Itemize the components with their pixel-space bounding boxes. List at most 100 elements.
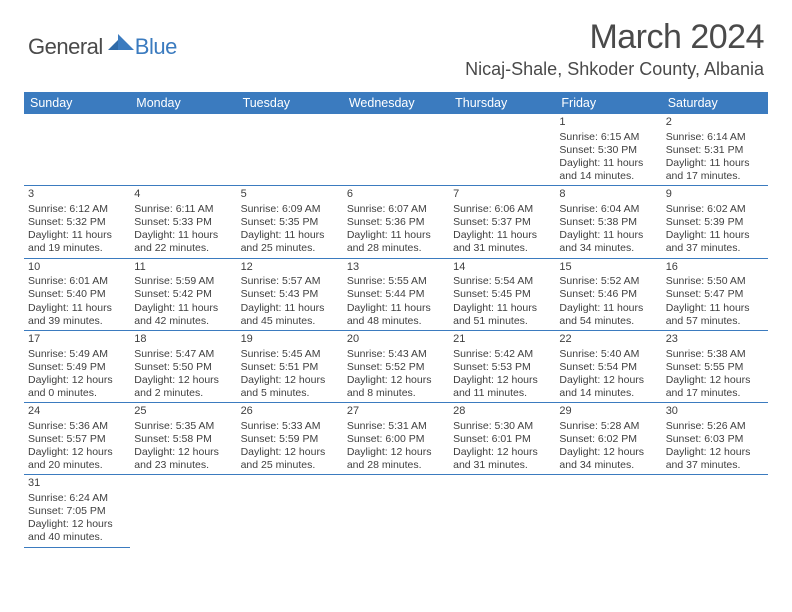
- day-info-line: Sunrise: 5:35 AM: [134, 420, 232, 433]
- day-number: 3: [28, 188, 126, 202]
- calendar-cell: 30Sunrise: 5:26 AMSunset: 6:03 PMDayligh…: [662, 403, 768, 475]
- calendar-cell: 15Sunrise: 5:52 AMSunset: 5:46 PMDayligh…: [555, 258, 661, 330]
- calendar-cell: 13Sunrise: 5:55 AMSunset: 5:44 PMDayligh…: [343, 258, 449, 330]
- day-info-line: Daylight: 11 hours: [666, 157, 764, 170]
- day-number: 13: [347, 261, 445, 275]
- day-info-line: Daylight: 12 hours: [347, 446, 445, 459]
- day-info-line: Sunrise: 5:40 AM: [559, 348, 657, 361]
- day-number: 28: [453, 405, 551, 419]
- day-info-line: and 25 minutes.: [241, 242, 339, 255]
- calendar-cell: 28Sunrise: 5:30 AMSunset: 6:01 PMDayligh…: [449, 403, 555, 475]
- month-title: March 2024: [465, 18, 764, 57]
- day-info-line: Daylight: 11 hours: [453, 302, 551, 315]
- calendar-cell: 7Sunrise: 6:06 AMSunset: 5:37 PMDaylight…: [449, 186, 555, 258]
- day-info-line: Sunrise: 6:07 AM: [347, 203, 445, 216]
- day-info-line: and 31 minutes.: [453, 242, 551, 255]
- day-info-line: Sunrise: 6:11 AM: [134, 203, 232, 216]
- day-info-line: Sunrise: 6:15 AM: [559, 131, 657, 144]
- day-info-line: Sunset: 5:49 PM: [28, 361, 126, 374]
- day-number: 12: [241, 261, 339, 275]
- day-info-line: Sunset: 6:03 PM: [666, 433, 764, 446]
- day-info-line: Sunset: 5:59 PM: [241, 433, 339, 446]
- day-info-line: Sunset: 5:38 PM: [559, 216, 657, 229]
- day-number: 10: [28, 261, 126, 275]
- day-info-line: Sunrise: 5:45 AM: [241, 348, 339, 361]
- day-info-line: Daylight: 12 hours: [666, 446, 764, 459]
- day-info-line: Sunset: 5:33 PM: [134, 216, 232, 229]
- calendar-cell: [343, 114, 449, 186]
- day-info-line: Sunrise: 5:47 AM: [134, 348, 232, 361]
- calendar-cell: 27Sunrise: 5:31 AMSunset: 6:00 PMDayligh…: [343, 403, 449, 475]
- day-header-row: Sunday Monday Tuesday Wednesday Thursday…: [24, 92, 768, 114]
- day-info-line: Daylight: 11 hours: [347, 229, 445, 242]
- calendar-cell: 11Sunrise: 5:59 AMSunset: 5:42 PMDayligh…: [130, 258, 236, 330]
- day-info-line: and 14 minutes.: [559, 170, 657, 183]
- day-info-line: Sunset: 5:31 PM: [666, 144, 764, 157]
- day-info-line: Sunrise: 5:57 AM: [241, 275, 339, 288]
- day-info-line: and 54 minutes.: [559, 315, 657, 328]
- calendar-cell: 24Sunrise: 5:36 AMSunset: 5:57 PMDayligh…: [24, 403, 130, 475]
- day-number: 7: [453, 188, 551, 202]
- day-info-line: Sunrise: 6:12 AM: [28, 203, 126, 216]
- calendar-cell: 29Sunrise: 5:28 AMSunset: 6:02 PMDayligh…: [555, 403, 661, 475]
- day-info-line: Sunset: 5:54 PM: [559, 361, 657, 374]
- day-info-line: Daylight: 11 hours: [134, 229, 232, 242]
- day-info-line: Daylight: 12 hours: [453, 446, 551, 459]
- day-number: 27: [347, 405, 445, 419]
- day-info-line: and 8 minutes.: [347, 387, 445, 400]
- day-info-line: Sunset: 5:30 PM: [559, 144, 657, 157]
- day-info-line: Sunset: 5:46 PM: [559, 288, 657, 301]
- day-number: 30: [666, 405, 764, 419]
- day-number: 20: [347, 333, 445, 347]
- day-info-line: Daylight: 11 hours: [666, 302, 764, 315]
- day-number: 4: [134, 188, 232, 202]
- calendar-cell: [555, 475, 661, 547]
- day-info-line: Sunrise: 6:06 AM: [453, 203, 551, 216]
- day-info-line: and 11 minutes.: [453, 387, 551, 400]
- calendar-cell: 21Sunrise: 5:42 AMSunset: 5:53 PMDayligh…: [449, 330, 555, 402]
- day-info-line: and 31 minutes.: [453, 459, 551, 472]
- calendar-cell: [662, 475, 768, 547]
- calendar-cell: 22Sunrise: 5:40 AMSunset: 5:54 PMDayligh…: [555, 330, 661, 402]
- day-info-line: and 5 minutes.: [241, 387, 339, 400]
- day-number: 29: [559, 405, 657, 419]
- day-info-line: Daylight: 12 hours: [347, 374, 445, 387]
- day-header: Friday: [555, 92, 661, 114]
- day-info-line: and 37 minutes.: [666, 242, 764, 255]
- calendar-cell: 6Sunrise: 6:07 AMSunset: 5:36 PMDaylight…: [343, 186, 449, 258]
- day-info-line: Sunset: 5:57 PM: [28, 433, 126, 446]
- calendar-cell: [237, 114, 343, 186]
- calendar-cell: 17Sunrise: 5:49 AMSunset: 5:49 PMDayligh…: [24, 330, 130, 402]
- day-info-line: Sunrise: 5:36 AM: [28, 420, 126, 433]
- calendar-row: 31Sunrise: 6:24 AMSunset: 7:05 PMDayligh…: [24, 475, 768, 547]
- day-header: Saturday: [662, 92, 768, 114]
- day-info-line: and 51 minutes.: [453, 315, 551, 328]
- calendar-cell: [237, 475, 343, 547]
- calendar-cell: 14Sunrise: 5:54 AMSunset: 5:45 PMDayligh…: [449, 258, 555, 330]
- day-info-line: Sunset: 5:45 PM: [453, 288, 551, 301]
- page-header: General Blue March 2024 Nicaj-Shale, Shk…: [0, 0, 792, 84]
- day-info-line: Daylight: 11 hours: [347, 302, 445, 315]
- day-info-line: and 57 minutes.: [666, 315, 764, 328]
- day-info-line: and 14 minutes.: [559, 387, 657, 400]
- day-header: Monday: [130, 92, 236, 114]
- day-info-line: Daylight: 12 hours: [559, 374, 657, 387]
- calendar-cell: 18Sunrise: 5:47 AMSunset: 5:50 PMDayligh…: [130, 330, 236, 402]
- day-info-line: Sunset: 6:00 PM: [347, 433, 445, 446]
- calendar-cell: 5Sunrise: 6:09 AMSunset: 5:35 PMDaylight…: [237, 186, 343, 258]
- day-info-line: and 34 minutes.: [559, 459, 657, 472]
- day-info-line: Daylight: 12 hours: [28, 518, 126, 531]
- day-number: 25: [134, 405, 232, 419]
- day-header: Tuesday: [237, 92, 343, 114]
- calendar-cell: 25Sunrise: 5:35 AMSunset: 5:58 PMDayligh…: [130, 403, 236, 475]
- calendar-cell: [449, 114, 555, 186]
- day-info-line: Sunset: 5:53 PM: [453, 361, 551, 374]
- day-header: Thursday: [449, 92, 555, 114]
- day-number: 15: [559, 261, 657, 275]
- logo-triangle-icon: [108, 32, 136, 55]
- calendar-cell: 2Sunrise: 6:14 AMSunset: 5:31 PMDaylight…: [662, 114, 768, 186]
- calendar-row: 24Sunrise: 5:36 AMSunset: 5:57 PMDayligh…: [24, 403, 768, 475]
- day-number: 23: [666, 333, 764, 347]
- day-info-line: Sunrise: 5:28 AM: [559, 420, 657, 433]
- calendar-cell: 3Sunrise: 6:12 AMSunset: 5:32 PMDaylight…: [24, 186, 130, 258]
